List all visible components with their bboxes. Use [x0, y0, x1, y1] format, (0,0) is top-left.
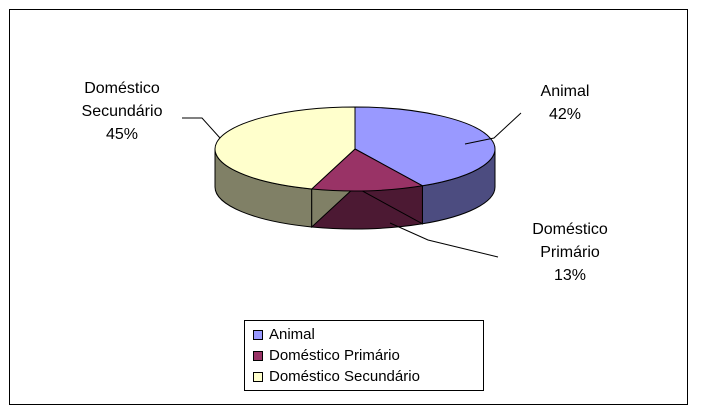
legend-swatch-animal: [253, 329, 263, 340]
legend-swatch-domestico-secundario: [253, 371, 263, 382]
legend-label-domestico-secundario: Doméstico Secundário: [269, 368, 420, 385]
legend-label-domestico-primario: Doméstico Primário: [269, 347, 400, 364]
legend-item-animal: Animal: [253, 324, 483, 345]
leader-line-domestico-primario: [389, 222, 499, 258]
slice-label-domestico-secundario-line-0: Doméstico: [84, 80, 160, 97]
slice-label-domestico-primario-line-0: Doméstico: [532, 221, 608, 238]
slice-labels: Animal 42% Doméstico Primário 13% Doméstico Se…: [82, 80, 608, 284]
slice-domestico-secundario: [214, 106, 356, 190]
leader-line-domestico-secundario: [182, 117, 221, 139]
pie-tops: [214, 106, 496, 192]
slice-label-animal-line-1: 42%: [549, 106, 581, 123]
slice-label-domestico-secundario-line-2: 45%: [106, 126, 138, 143]
legend-item-domestico-primario: Doméstico Primário: [253, 345, 483, 366]
leader-line-animal: [464, 112, 522, 145]
slice-label-animal-line-0: Animal: [541, 83, 590, 100]
legend-swatch-domestico-primario: [253, 350, 263, 361]
legend-item-domestico-secundario: Doméstico Secundário: [253, 366, 483, 387]
slice-label-domestico-primario-line-2: 13%: [554, 267, 586, 284]
chart-area: Animal 42% Doméstico Primário 13% Doméstico Se…: [9, 9, 688, 405]
slice-domestico-primario: [310, 148, 424, 192]
slice-label-domestico-primario-line-1: Primário: [540, 244, 600, 261]
pie-chart: Animal 42% Doméstico Primário 13% Doméstico Se…: [82, 80, 608, 284]
legend: Animal Doméstico Primário Doméstico Secu…: [244, 320, 484, 391]
legend-label-animal: Animal: [269, 326, 315, 343]
leader-lines: [182, 112, 522, 258]
slice-label-domestico-secundario-line-1: Secundário: [82, 103, 163, 120]
